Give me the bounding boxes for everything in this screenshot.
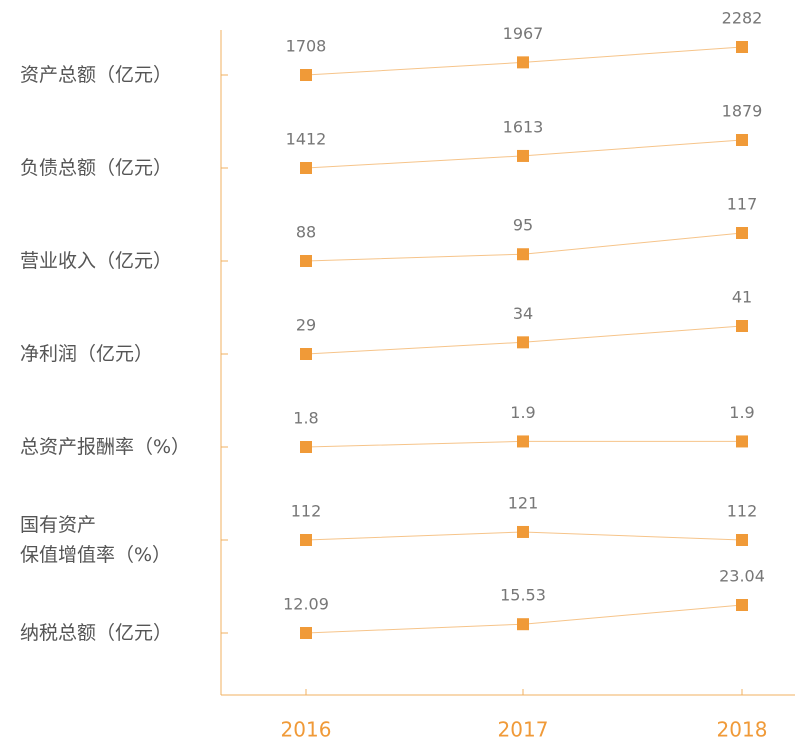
x-tick-label: 2016 [281, 718, 332, 742]
row-label: 净利润（亿元） [20, 343, 154, 365]
value-label: 1412 [286, 130, 327, 149]
value-label: 1708 [286, 37, 327, 56]
marker [300, 69, 312, 81]
value-label: 1879 [722, 102, 763, 121]
marker [517, 149, 529, 162]
marker [517, 618, 529, 631]
value-label: 1613 [503, 117, 544, 136]
marker [736, 534, 748, 546]
marker [517, 435, 529, 448]
marker [736, 41, 748, 53]
marker [736, 227, 748, 239]
x-tick-label: 2017 [498, 718, 549, 742]
value-label: 88 [296, 223, 316, 242]
value-label: 29 [296, 316, 316, 335]
x-tick-label: 2018 [717, 718, 768, 742]
value-label: 1.9 [510, 403, 535, 422]
marker [517, 248, 529, 261]
marker [300, 348, 312, 360]
value-label: 15.53 [500, 586, 546, 605]
marker [300, 627, 312, 639]
value-label: 23.04 [719, 567, 765, 586]
marker [517, 525, 529, 538]
value-label: 41 [732, 288, 752, 307]
marker [736, 134, 748, 146]
value-label: 2282 [722, 9, 763, 28]
marker [517, 336, 529, 349]
value-label: 34 [513, 304, 533, 323]
value-label: 121 [508, 493, 539, 512]
row-label: 纳税总额（亿元） [20, 622, 173, 644]
value-label: 1.9 [729, 403, 754, 422]
value-label: 95 [513, 216, 533, 235]
row-label: 负债总额（亿元） [20, 157, 173, 179]
marker [300, 534, 312, 546]
marker [736, 599, 748, 611]
marker [300, 441, 312, 453]
marker [517, 56, 529, 69]
row-label: 总资产报酬率（%） [20, 436, 191, 458]
value-label: 117 [727, 195, 758, 214]
row-label: 资产总额（亿元） [20, 64, 173, 86]
marker [300, 162, 312, 174]
marker [300, 255, 312, 267]
marker [736, 435, 748, 448]
value-label: 12.09 [283, 595, 329, 614]
row-label: 国有资产 保值增值率（%） [20, 514, 172, 566]
row-label: 营业收入（亿元） [20, 250, 173, 272]
value-label: 112 [727, 502, 758, 521]
marker [736, 320, 748, 332]
value-label: 112 [291, 502, 322, 521]
value-label: 1.8 [293, 409, 318, 428]
value-label: 1967 [503, 24, 544, 43]
